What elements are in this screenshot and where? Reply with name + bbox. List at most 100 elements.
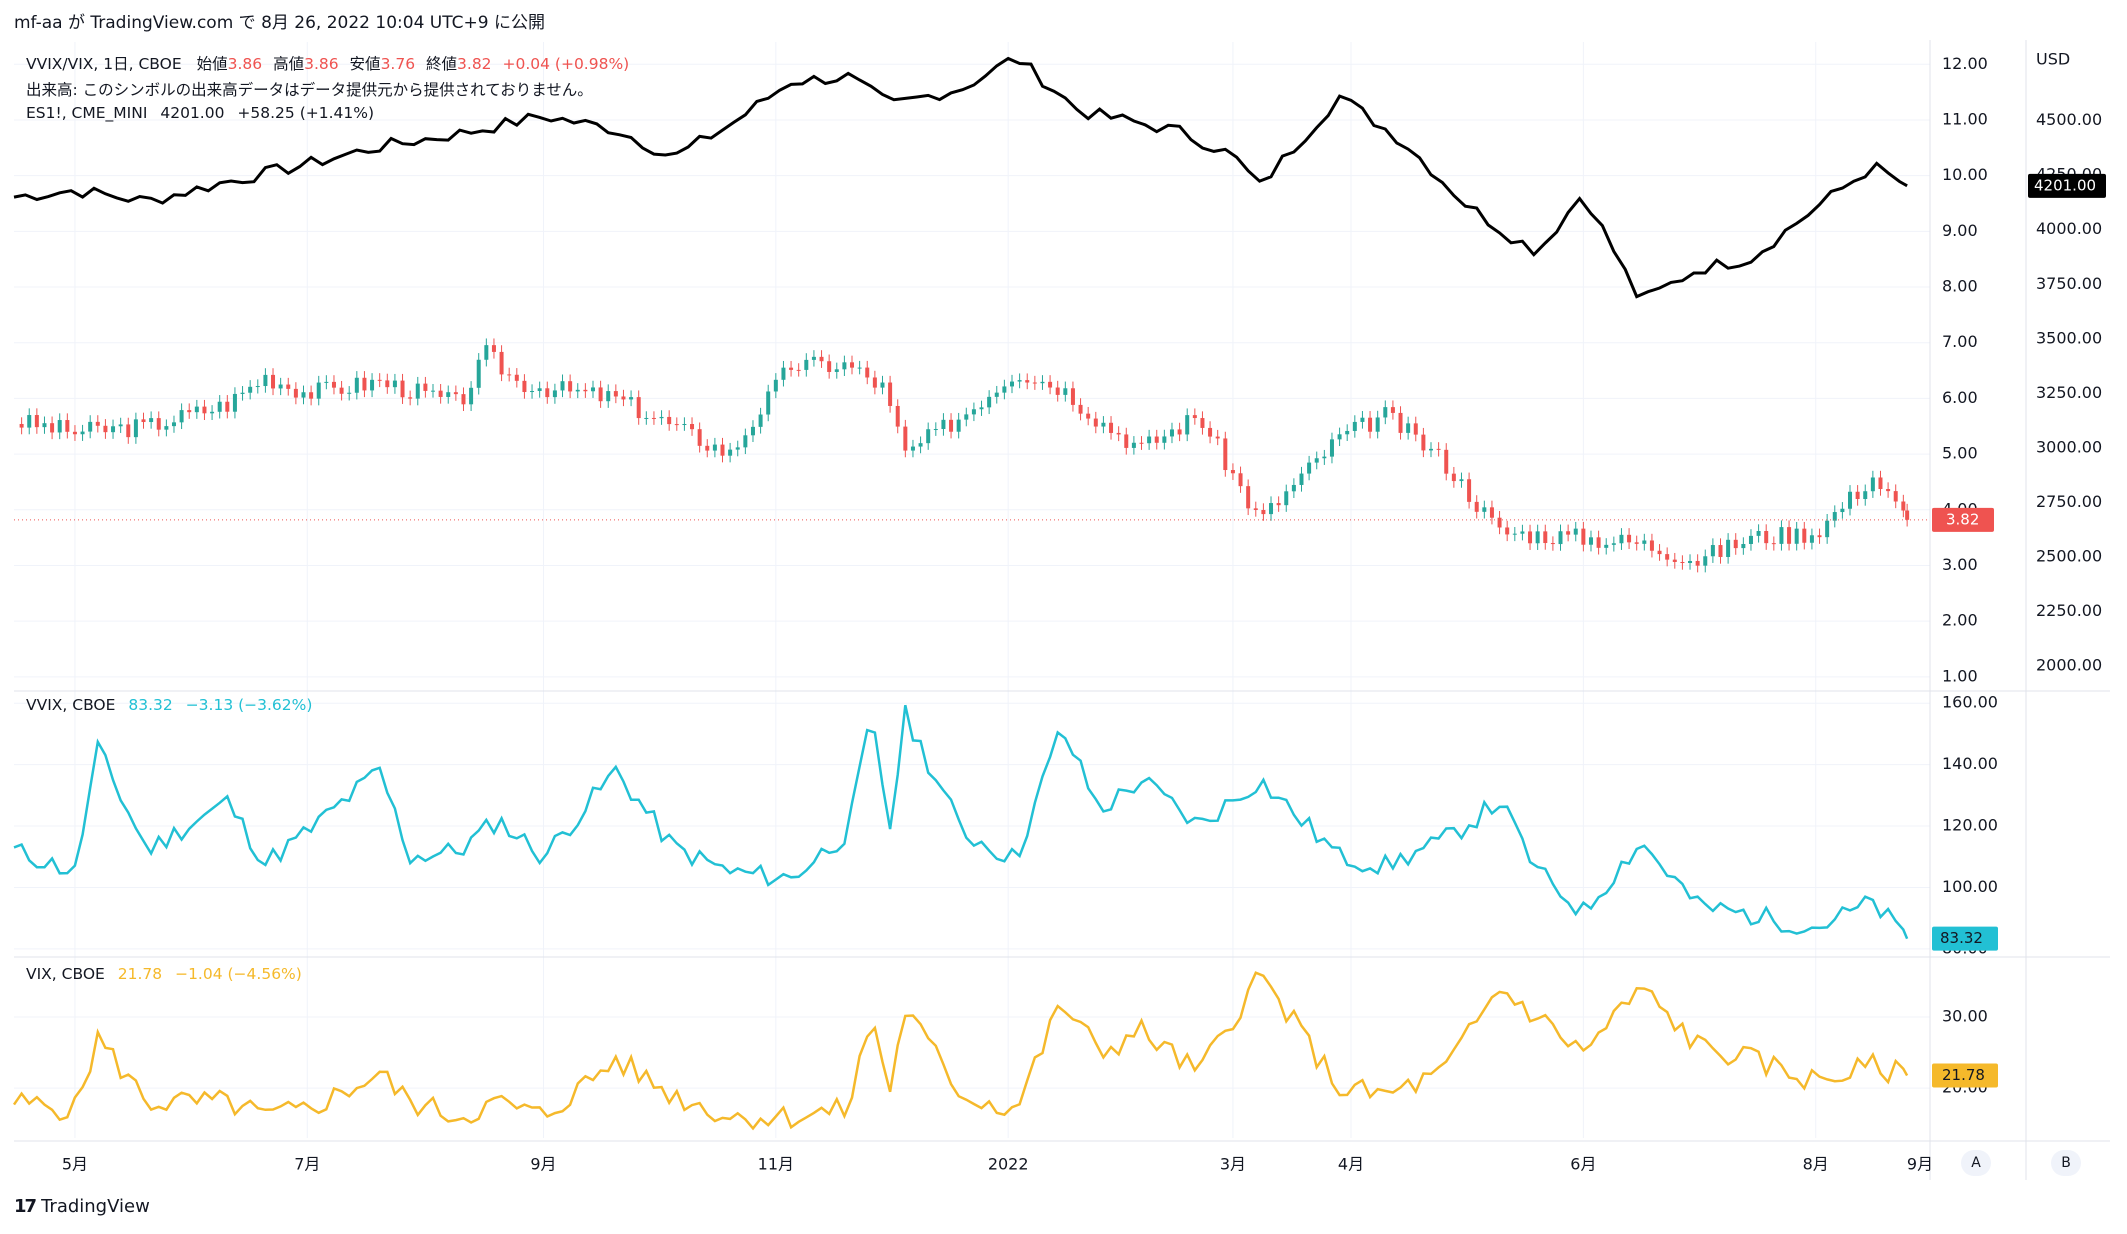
candle-body <box>370 379 375 391</box>
candle-body <box>728 449 733 456</box>
candle-body <box>354 377 359 393</box>
legend-vix-change: −1.04 (−4.56%) <box>175 965 302 983</box>
candle-body <box>1703 556 1708 566</box>
candle <box>1368 411 1373 439</box>
candle <box>522 374 527 399</box>
candle <box>1208 421 1213 444</box>
candle-body <box>1230 470 1235 474</box>
candle <box>1314 451 1319 470</box>
legend-low-label: 安値 <box>349 55 381 73</box>
candle <box>827 354 832 379</box>
candle-body <box>179 410 184 423</box>
candle <box>385 373 390 394</box>
candle <box>1809 528 1814 550</box>
vix-line <box>12 971 1909 1131</box>
candle <box>400 373 405 404</box>
candle <box>530 384 535 399</box>
candle-body <box>1718 545 1723 557</box>
candle <box>1406 416 1411 440</box>
candle-body <box>1779 527 1784 544</box>
candle <box>1802 521 1807 550</box>
candle-body <box>1680 561 1685 564</box>
candle-body <box>415 383 420 399</box>
candle-body <box>263 374 268 387</box>
legend-vvix-symbol: VVIX, CBOE <box>26 696 116 714</box>
candle <box>431 383 436 398</box>
candle-body <box>918 443 923 447</box>
auto-scale-button[interactable]: A <box>1961 1150 1991 1176</box>
legend-ratio-change: +0.04 (+0.98%) <box>502 55 630 73</box>
candle <box>971 402 976 422</box>
candle-body <box>400 380 405 398</box>
candle <box>697 422 702 453</box>
candle <box>1756 524 1761 543</box>
candle <box>682 417 687 431</box>
candle-body <box>1771 543 1776 545</box>
candle-body <box>1627 534 1632 543</box>
candle-body <box>1489 507 1494 518</box>
candle <box>903 419 908 458</box>
candle <box>469 381 474 411</box>
candle <box>1505 520 1510 542</box>
candle <box>857 360 862 375</box>
candle-body <box>65 420 70 432</box>
candle-body <box>522 380 527 393</box>
candle <box>895 399 900 434</box>
candle-body <box>1809 535 1814 543</box>
candle-body <box>469 387 474 405</box>
tradingview-brand: TradingView <box>41 1196 150 1217</box>
candle <box>408 390 413 406</box>
candle <box>1695 554 1700 573</box>
candle-body <box>1817 535 1822 538</box>
ratio-tick-label: 3.00 <box>1942 555 1978 574</box>
candle-body <box>1764 530 1769 544</box>
candle-body <box>286 384 291 389</box>
candle-body <box>804 359 809 370</box>
tradingview-logo[interactable]: 17 TradingView <box>14 1196 150 1217</box>
candle-body <box>1040 381 1045 384</box>
candle <box>1672 552 1677 569</box>
candle-body <box>1116 432 1121 435</box>
candle-body <box>766 391 771 415</box>
candle-body <box>1345 430 1350 435</box>
candle <box>57 413 62 440</box>
candle <box>80 424 85 441</box>
candle-body <box>1848 491 1853 509</box>
candle <box>1261 503 1266 521</box>
candle-body <box>80 431 85 435</box>
tradingview-logo-icon: 17 <box>14 1196 37 1217</box>
candle-body <box>1535 531 1540 544</box>
candle-body <box>1550 543 1555 545</box>
candle <box>1467 472 1472 509</box>
candle <box>629 390 634 407</box>
candle <box>126 417 131 444</box>
candle <box>804 353 809 377</box>
candle-body <box>987 396 992 408</box>
candle-body <box>530 390 535 393</box>
candle <box>1246 479 1251 516</box>
candle <box>377 373 382 388</box>
candle-body <box>1276 503 1281 506</box>
candle <box>1703 549 1708 573</box>
candle <box>1429 442 1434 458</box>
candle <box>545 381 550 404</box>
candle <box>171 415 176 433</box>
candle <box>324 375 329 390</box>
candle-body <box>613 391 618 397</box>
vix-last-price-text: 21.78 <box>1942 1066 1985 1084</box>
candle-body <box>1855 491 1860 500</box>
scale-b-button[interactable]: B <box>2051 1150 2081 1176</box>
time-label: 8月 <box>1803 1155 1829 1174</box>
candle-body <box>1558 531 1563 545</box>
candle <box>263 368 268 393</box>
candle-body <box>1078 404 1083 414</box>
legend-close-label: 終値 <box>426 55 458 73</box>
candle-body <box>651 417 656 419</box>
candle <box>583 383 588 398</box>
candle <box>636 390 641 425</box>
candle <box>651 411 656 425</box>
candle-body <box>644 417 649 419</box>
candle-body <box>697 429 702 446</box>
legend-close-value: 3.82 <box>457 55 492 73</box>
